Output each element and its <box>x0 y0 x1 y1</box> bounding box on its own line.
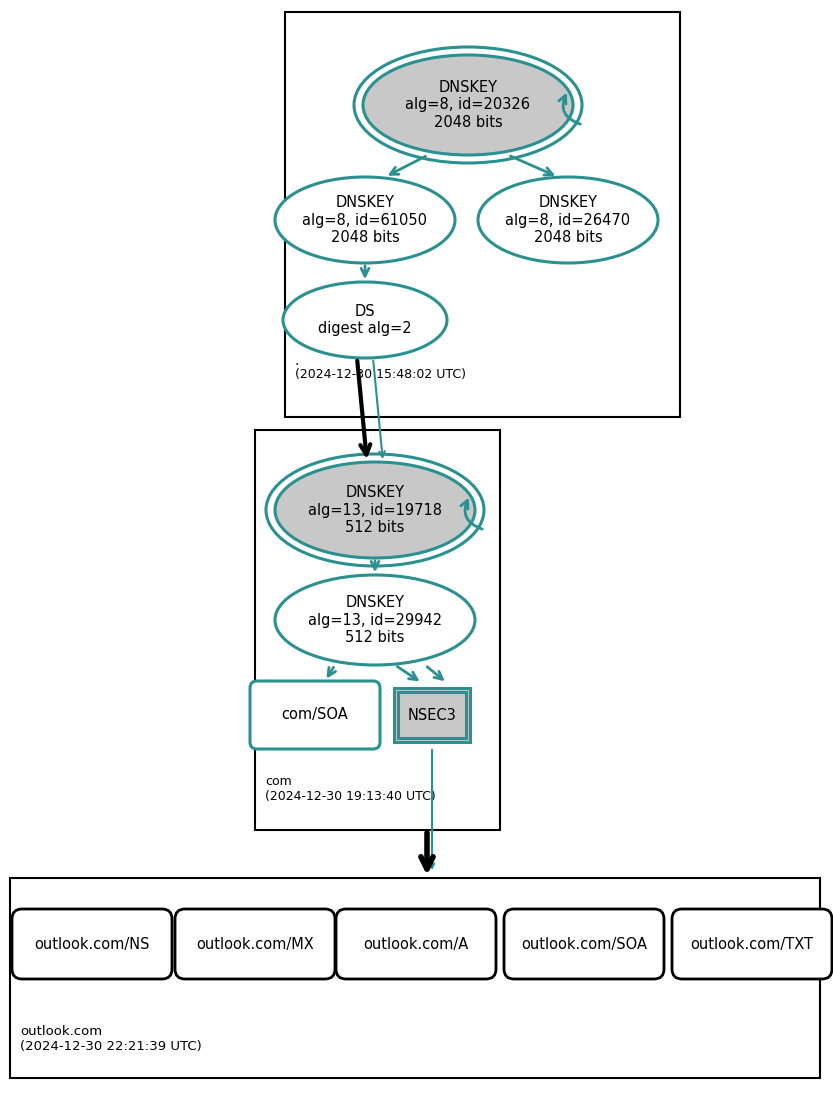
Text: outlook.com/SOA: outlook.com/SOA <box>521 936 647 952</box>
Text: .: . <box>295 354 299 368</box>
Text: DNSKEY
alg=8, id=20326
2048 bits: DNSKEY alg=8, id=20326 2048 bits <box>406 80 531 130</box>
Text: DS
digest alg=2: DS digest alg=2 <box>318 304 412 336</box>
Ellipse shape <box>363 55 573 155</box>
Text: (2024-12-30 15:48:02 UTC): (2024-12-30 15:48:02 UTC) <box>295 368 466 381</box>
Bar <box>255 430 500 830</box>
Text: DNSKEY
alg=8, id=61050
2048 bits: DNSKEY alg=8, id=61050 2048 bits <box>302 195 427 245</box>
Ellipse shape <box>275 462 475 558</box>
Text: NSEC3: NSEC3 <box>407 708 456 722</box>
Text: com
(2024-12-30 19:13:40 UTC): com (2024-12-30 19:13:40 UTC) <box>265 775 436 803</box>
FancyBboxPatch shape <box>672 909 832 979</box>
Text: outlook.com/A: outlook.com/A <box>363 936 469 952</box>
Text: outlook.com
(2024-12-30 22:21:39 UTC): outlook.com (2024-12-30 22:21:39 UTC) <box>20 1025 202 1054</box>
Text: outlook.com/NS: outlook.com/NS <box>34 936 150 952</box>
Text: outlook.com/TXT: outlook.com/TXT <box>691 936 814 952</box>
Text: com/SOA: com/SOA <box>282 708 348 722</box>
Bar <box>285 12 680 417</box>
Text: outlook.com/MX: outlook.com/MX <box>196 936 314 952</box>
Ellipse shape <box>275 177 455 263</box>
Ellipse shape <box>275 575 475 665</box>
Text: DNSKEY
alg=13, id=29942
512 bits: DNSKEY alg=13, id=29942 512 bits <box>308 595 442 644</box>
FancyBboxPatch shape <box>12 909 172 979</box>
Bar <box>398 693 466 738</box>
Bar <box>10 878 820 1078</box>
FancyBboxPatch shape <box>175 909 335 979</box>
Ellipse shape <box>478 177 658 263</box>
Bar <box>394 688 470 742</box>
Ellipse shape <box>283 282 447 358</box>
FancyBboxPatch shape <box>504 909 664 979</box>
FancyBboxPatch shape <box>336 909 496 979</box>
FancyBboxPatch shape <box>250 680 380 749</box>
Text: DNSKEY
alg=8, id=26470
2048 bits: DNSKEY alg=8, id=26470 2048 bits <box>506 195 631 245</box>
Text: DNSKEY
alg=13, id=19718
512 bits: DNSKEY alg=13, id=19718 512 bits <box>308 485 442 535</box>
